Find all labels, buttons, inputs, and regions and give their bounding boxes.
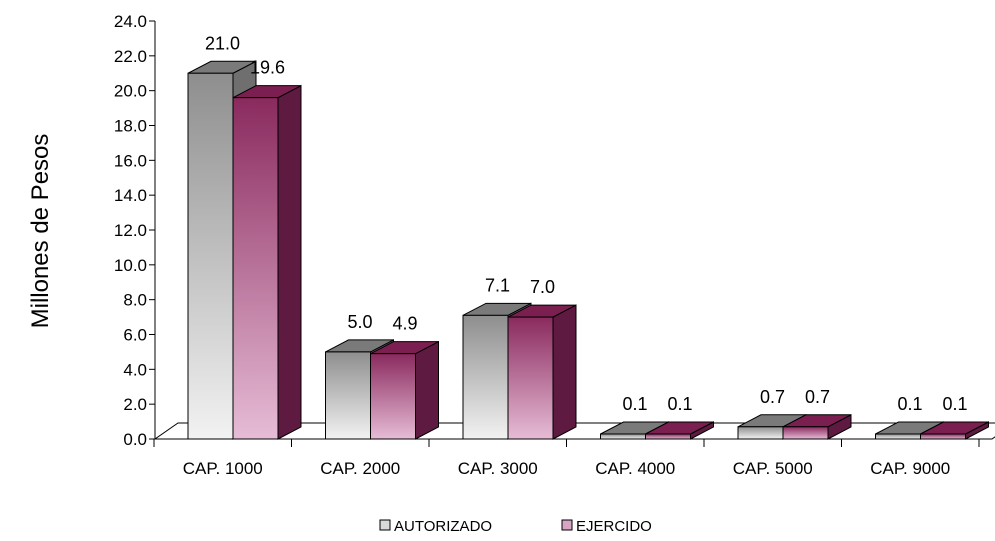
x-category-label: CAP. 1000 xyxy=(183,459,263,478)
y-tick-label: 22.0 xyxy=(114,47,147,66)
bar-ejercido xyxy=(370,340,439,440)
bar-ejercido xyxy=(507,304,577,440)
bar-ejercido-side xyxy=(277,84,302,440)
bar-ejercido-front xyxy=(920,433,966,440)
data-label: 7.0 xyxy=(530,277,555,297)
legend-label: EJERCIDO xyxy=(576,518,652,535)
bar-ejercido xyxy=(645,421,714,440)
bar-ejercido-front xyxy=(507,316,554,440)
bar-autorizado-front xyxy=(600,433,646,440)
bar-ejercido-front xyxy=(645,433,691,440)
data-label: 5.0 xyxy=(347,312,372,332)
y-axis-label: Millones de Pesos xyxy=(27,134,54,329)
x-category-label: CAP. 9000 xyxy=(870,459,950,478)
legend-swatch xyxy=(379,519,391,531)
bar-autorizado-front xyxy=(875,433,921,440)
y-tick-label: 8.0 xyxy=(123,291,147,310)
data-label: 7.1 xyxy=(485,275,510,295)
bar-ejercido-front xyxy=(782,426,829,440)
x-category-label: CAP. 2000 xyxy=(320,459,400,478)
y-tick-label: 4.0 xyxy=(123,360,147,379)
y-tick-label: 18.0 xyxy=(114,117,147,136)
y-tick-label: 12.0 xyxy=(114,221,147,240)
legend-swatch xyxy=(561,519,573,531)
legend-label: AUTORIZADO xyxy=(394,518,492,535)
y-tick-label: 14.0 xyxy=(114,186,147,205)
bar-ejercido xyxy=(920,421,989,440)
x-category-label: CAP. 4000 xyxy=(595,459,675,478)
y-tick-label: 0.0 xyxy=(123,430,147,449)
bar-ejercido-front xyxy=(370,353,416,440)
bar-ejercido xyxy=(232,84,302,440)
x-category-label: CAP. 3000 xyxy=(458,459,538,478)
plot-area: 0.0 2.0 4.0 6.0 8.0 10.0 12.0 14.0 16.0 18.0 20.0 2… xyxy=(114,12,995,478)
data-label: 19.6 xyxy=(250,58,285,78)
bar-ejercido-front xyxy=(232,97,279,440)
data-label: 0.7 xyxy=(805,387,830,407)
data-label: 0.7 xyxy=(760,387,785,407)
bar-autorizado-front xyxy=(187,72,234,440)
y-tick-label: 2.0 xyxy=(123,395,147,414)
bar-autorizado-front xyxy=(737,426,784,440)
bar-ejercido-side xyxy=(415,340,439,440)
data-label: 0.1 xyxy=(667,394,692,414)
data-label: 4.9 xyxy=(392,314,417,334)
data-label: 0.1 xyxy=(622,394,647,414)
y-tick-label: 24.0 xyxy=(114,12,147,31)
bar-ejercido xyxy=(782,413,852,440)
x-category-label: CAP. 5000 xyxy=(733,459,813,478)
data-label: 0.1 xyxy=(942,394,967,414)
data-label: 21.0 xyxy=(205,33,240,53)
y-tick-label: 6.0 xyxy=(123,326,147,345)
y-tick-label: 10.0 xyxy=(114,256,147,275)
y-tick-label: 16.0 xyxy=(114,151,147,170)
data-label: 0.1 xyxy=(897,394,922,414)
bar-autorizado-front xyxy=(462,314,509,440)
legend: AUTORIZADO EJERCIDO xyxy=(379,518,652,535)
bar-autorizado-front xyxy=(325,351,371,440)
y-tick-label: 20.0 xyxy=(114,82,147,101)
bar-ejercido-side xyxy=(552,304,577,440)
